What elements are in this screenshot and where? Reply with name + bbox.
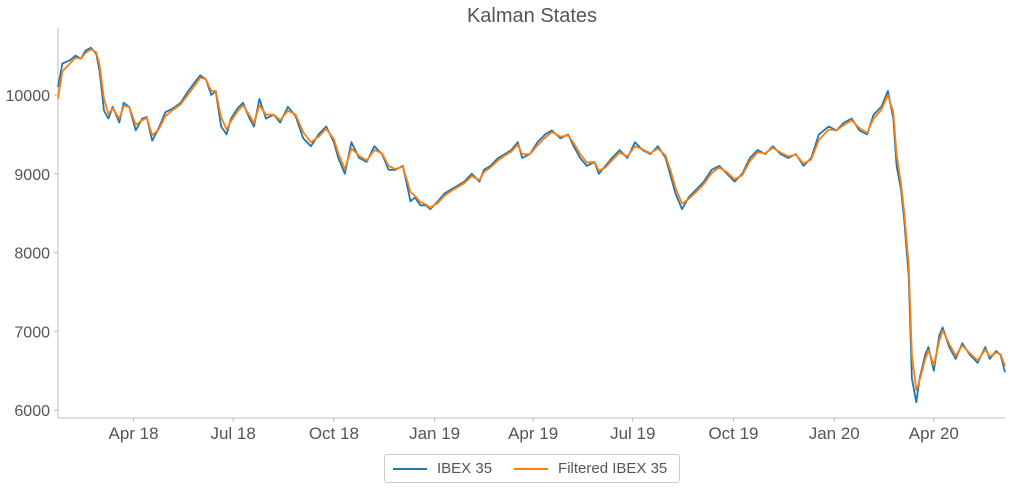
- x-tick-label: Jul 19: [610, 424, 655, 443]
- x-axis-ticks: Apr 18 Jul 18 Oct 18 Jan 19 Apr 19 Jul 19 Oct …: [108, 418, 959, 443]
- legend-item-ibex-35: IBEX 35: [393, 460, 492, 477]
- x-tick-label: Jan 19: [409, 424, 460, 443]
- y-tick-label: 6000: [14, 403, 50, 420]
- chart-title: Kalman States: [467, 5, 597, 27]
- series-line-ibex-35: [57, 46, 1006, 404]
- x-tick-label: Oct 19: [708, 424, 758, 443]
- x-tick-label: Apr 19: [508, 424, 558, 443]
- x-tick-label: Jul 18: [210, 424, 255, 443]
- y-axis-ticks: 6000 7000 8000 9000 10000: [6, 88, 58, 420]
- legend-item-filtered-ibex-35: Filtered IBEX 35: [514, 460, 667, 477]
- legend-swatch-filtered-ibex-35: [514, 467, 549, 470]
- legend-swatch-ibex-35: [393, 467, 427, 470]
- x-tick-label: Apr 18: [108, 424, 158, 443]
- y-tick-label: 8000: [14, 246, 50, 263]
- x-tick-label: Jan 20: [809, 424, 860, 443]
- y-tick-label: 10000: [6, 88, 51, 105]
- y-tick-label: 9000: [14, 167, 50, 184]
- series-line-filtered-ibex-35: [57, 48, 1006, 392]
- legend-label-filtered-ibex-35: Filtered IBEX 35: [558, 460, 668, 477]
- series-lines: [57, 46, 1006, 404]
- legend: IBEX 35 Filtered IBEX 35: [384, 454, 680, 483]
- y-tick-label: 7000: [14, 324, 50, 341]
- x-tick-label: Oct 18: [309, 424, 359, 443]
- x-tick-label: Apr 20: [909, 424, 959, 443]
- legend-label-ibex-35: IBEX 35: [437, 460, 493, 477]
